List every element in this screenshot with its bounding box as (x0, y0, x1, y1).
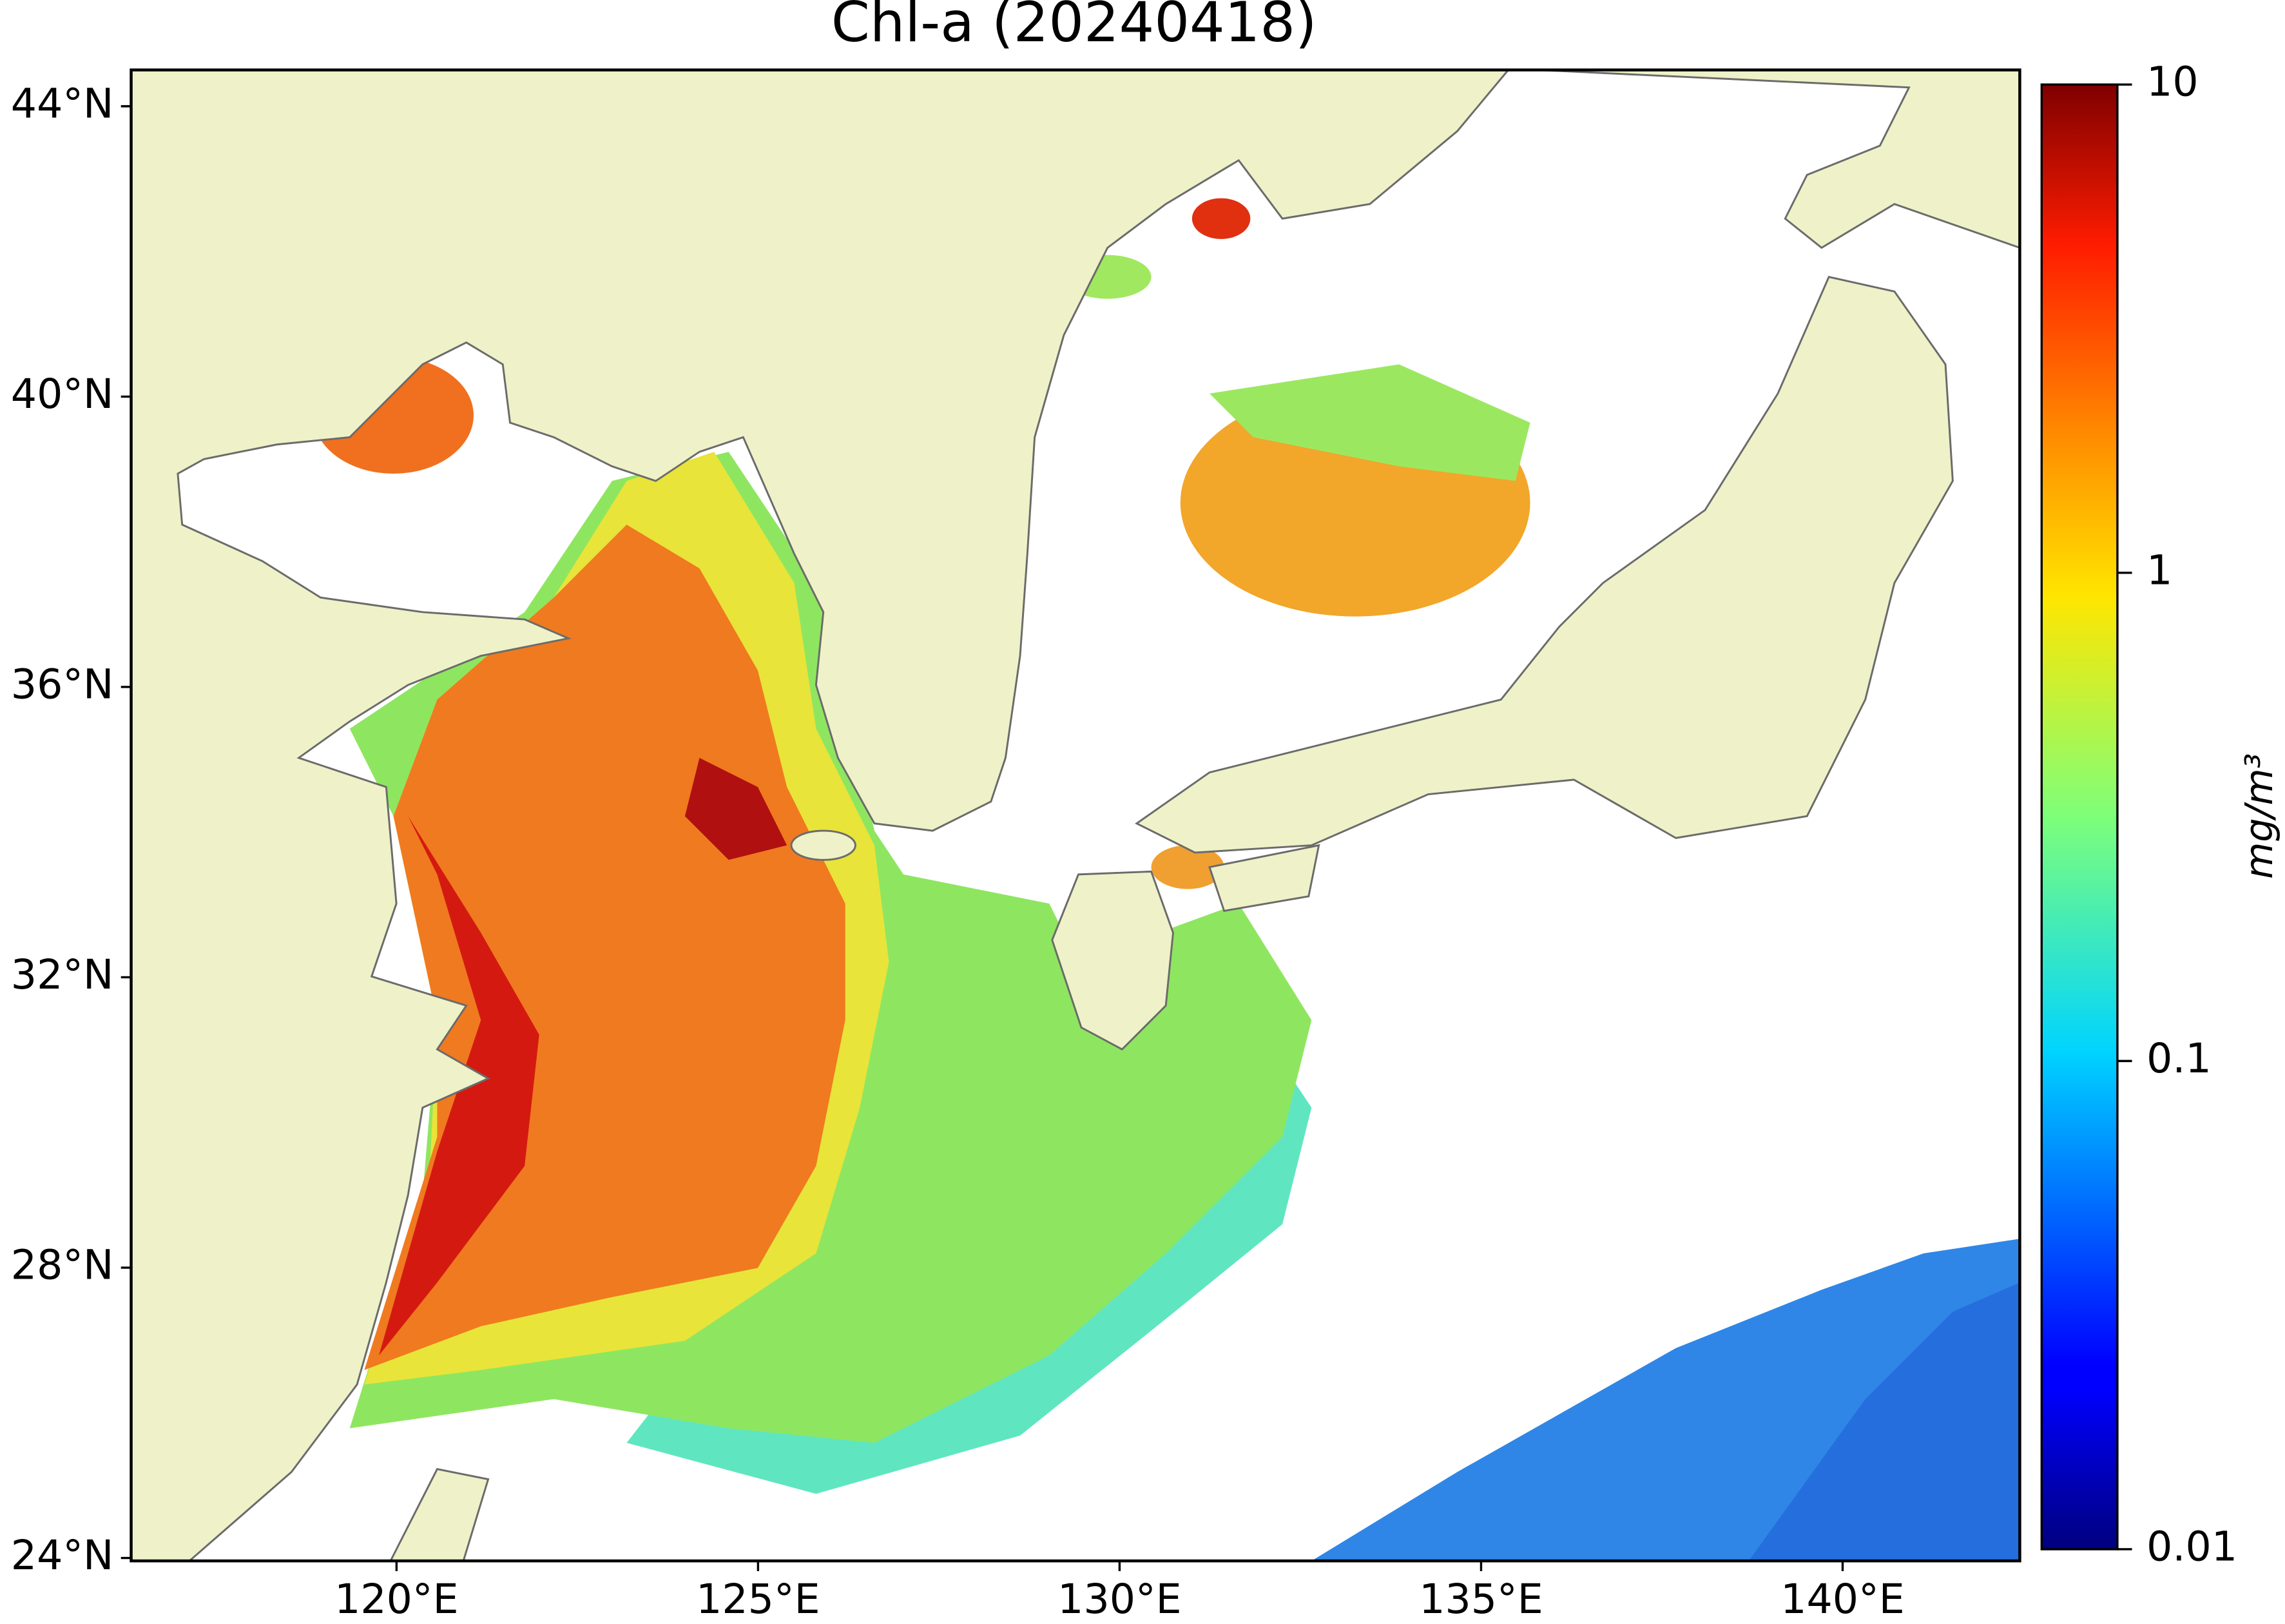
chl-patch (1151, 845, 1224, 889)
colorbar-tick-label: 1 (2146, 546, 2172, 594)
chl-patch (1748, 1282, 2020, 1561)
x-tick-label: 140°E (1780, 1575, 1905, 1623)
y-tick-label: 40°N (11, 370, 114, 418)
colorbar-tick-label: 10 (2146, 58, 2199, 106)
chl-patch (1191, 198, 1251, 239)
x-tick-label: 135°E (1419, 1575, 1543, 1623)
y-tick-label: 44°N (11, 79, 114, 127)
chl-patch (684, 757, 787, 860)
map-area (131, 70, 2020, 1561)
colorbar-tick-label: 0.01 (2146, 1523, 2237, 1571)
chl-patch (1210, 364, 1530, 481)
land (131, 70, 1510, 1561)
colorbar-label: mg/m³ (2237, 753, 2281, 879)
colorbar-tick-label: 0.1 (2146, 1034, 2212, 1082)
x-tick-label: 125°E (696, 1575, 820, 1623)
x-tick-label: 130°E (1057, 1575, 1182, 1623)
y-tick-label: 24°N (11, 1531, 114, 1579)
land (790, 829, 856, 861)
axes: 120°E 125°E 130°E 135°E 140°E 24°N 28°N 32°N 36°… (11, 58, 2237, 1623)
land (1135, 275, 1954, 854)
land (1208, 844, 1320, 913)
y-tick-label: 28°N (11, 1241, 114, 1289)
land (1051, 870, 1174, 1051)
map-frame (130, 68, 2021, 1563)
chl-patch (378, 816, 539, 1356)
map-title: Chl-a (20240418) (831, 0, 1317, 55)
land (389, 1467, 490, 1561)
x-tick-label: 120°E (334, 1575, 459, 1623)
colorbar (2040, 83, 2119, 1551)
y-tick-label: 36°N (11, 661, 114, 708)
land (1537, 70, 2020, 249)
y-tick-label: 32°N (11, 951, 114, 998)
